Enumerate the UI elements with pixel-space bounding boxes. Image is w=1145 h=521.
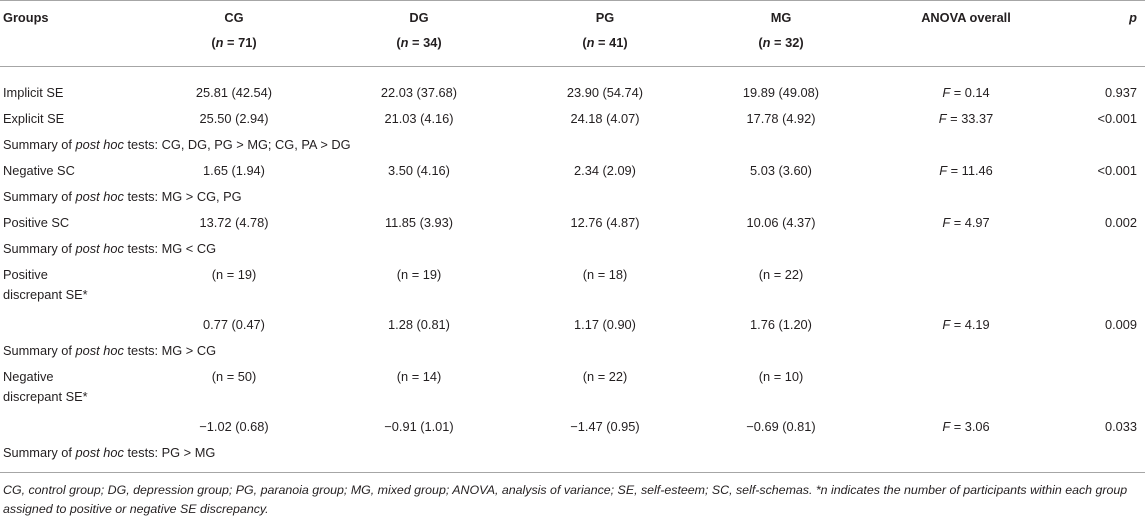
cell-pg: 12.76 (4.87): [570, 215, 640, 230]
cell-anova: F = 0.14: [942, 85, 990, 100]
cell-cg: 25.50 (2.94): [199, 111, 269, 126]
cell-dg: 11.85 (3.93): [384, 215, 454, 230]
cell-dg: (n = 19): [396, 267, 442, 282]
cell-mg: 5.03 (3.60): [750, 163, 812, 178]
header-mg: MG: [770, 10, 792, 25]
cell-anova: F = 3.06: [942, 419, 990, 434]
cell-p: <0.001: [1097, 111, 1138, 126]
header-cg: CG: [224, 10, 244, 25]
cell-mg: (n = 10): [758, 369, 804, 384]
cell-anova: F = 4.19: [942, 317, 990, 332]
cell-mg: (n = 22): [758, 267, 804, 282]
header-anova: ANOVA overall: [921, 10, 1011, 25]
cell-dg: (n = 14): [396, 369, 442, 384]
cell-pg: 24.18 (4.07): [570, 111, 640, 126]
cell-dg: 21.03 (4.16): [384, 111, 454, 126]
header-p: p: [1129, 10, 1137, 25]
cell-mg: 10.06 (4.37): [746, 215, 816, 230]
posthoc-summary: Summary of post hoc tests: MG < CG: [3, 241, 217, 256]
cell-dg: −0.91 (1.01): [384, 419, 454, 434]
posthoc-summary: Summary of post hoc tests: MG > CG: [3, 343, 217, 358]
cell-cg: −1.02 (0.68): [199, 419, 269, 434]
header-groups: Groups: [3, 10, 49, 25]
cell-p: 0.002: [1104, 215, 1137, 230]
cell-dg: 3.50 (4.16): [388, 163, 450, 178]
cell-mg: 17.78 (4.92): [746, 111, 816, 126]
row-label-cont: discrepant SE*: [3, 287, 88, 302]
cell-pg: (n = 22): [582, 369, 628, 384]
cell-anova: F = 4.97: [942, 215, 990, 230]
posthoc-summary: Summary of post hoc tests: MG > CG, PG: [3, 189, 242, 204]
cell-cg: 25.81 (42.54): [195, 85, 273, 100]
cell-anova: F = 33.37: [938, 111, 994, 126]
cell-p: 0.009: [1104, 317, 1137, 332]
cell-anova: F = 11.46: [939, 163, 993, 178]
header-dg-n: (n = 34): [396, 35, 442, 50]
row-label: Explicit SE: [3, 111, 65, 126]
cell-pg: 2.34 (2.09): [574, 163, 636, 178]
cell-mg: 1.76 (1.20): [750, 317, 812, 332]
cell-cg: 13.72 (4.78): [199, 215, 269, 230]
header-mg-n: (n = 32): [758, 35, 804, 50]
table-footnote: CG, control group; DG, depression group;…: [3, 483, 1128, 516]
table-top-rule: [0, 0, 1145, 1]
cell-dg: 22.03 (37.68): [380, 85, 458, 100]
cell-cg: 1.65 (1.94): [203, 163, 265, 178]
cell-cg: (n = 19): [211, 267, 257, 282]
cell-pg: 23.90 (54.74): [566, 85, 644, 100]
cell-p: <0.001: [1097, 163, 1138, 178]
header-rule: [0, 66, 1145, 67]
cell-pg: 1.17 (0.90): [574, 317, 636, 332]
cell-pg: −1.47 (0.95): [570, 419, 640, 434]
header-dg: DG: [409, 10, 429, 25]
header-pg-n: (n = 41): [582, 35, 628, 50]
cell-pg: (n = 18): [582, 267, 628, 282]
row-label: Positive: [3, 267, 48, 282]
posthoc-summary: Summary of post hoc tests: PG > MG: [3, 445, 216, 460]
table-bottom-rule: [0, 472, 1145, 473]
row-label: Negative SC: [3, 163, 75, 178]
row-label: Implicit SE: [3, 85, 64, 100]
cell-p: 0.033: [1104, 419, 1137, 434]
row-label: Negative: [3, 369, 54, 384]
cell-mg: 19.89 (49.08): [742, 85, 820, 100]
cell-cg: 0.77 (0.47): [203, 317, 265, 332]
row-label: Positive SC: [3, 215, 70, 230]
row-label-cont: discrepant SE*: [3, 389, 88, 404]
cell-dg: 1.28 (0.81): [388, 317, 450, 332]
header-pg: PG: [595, 10, 615, 25]
header-cg-n: (n = 71): [211, 35, 257, 50]
cell-mg: −0.69 (0.81): [746, 419, 816, 434]
cell-p: 0.937: [1104, 85, 1137, 100]
posthoc-summary: Summary of post hoc tests: CG, DG, PG > …: [3, 137, 351, 152]
cell-cg: (n = 50): [211, 369, 257, 384]
